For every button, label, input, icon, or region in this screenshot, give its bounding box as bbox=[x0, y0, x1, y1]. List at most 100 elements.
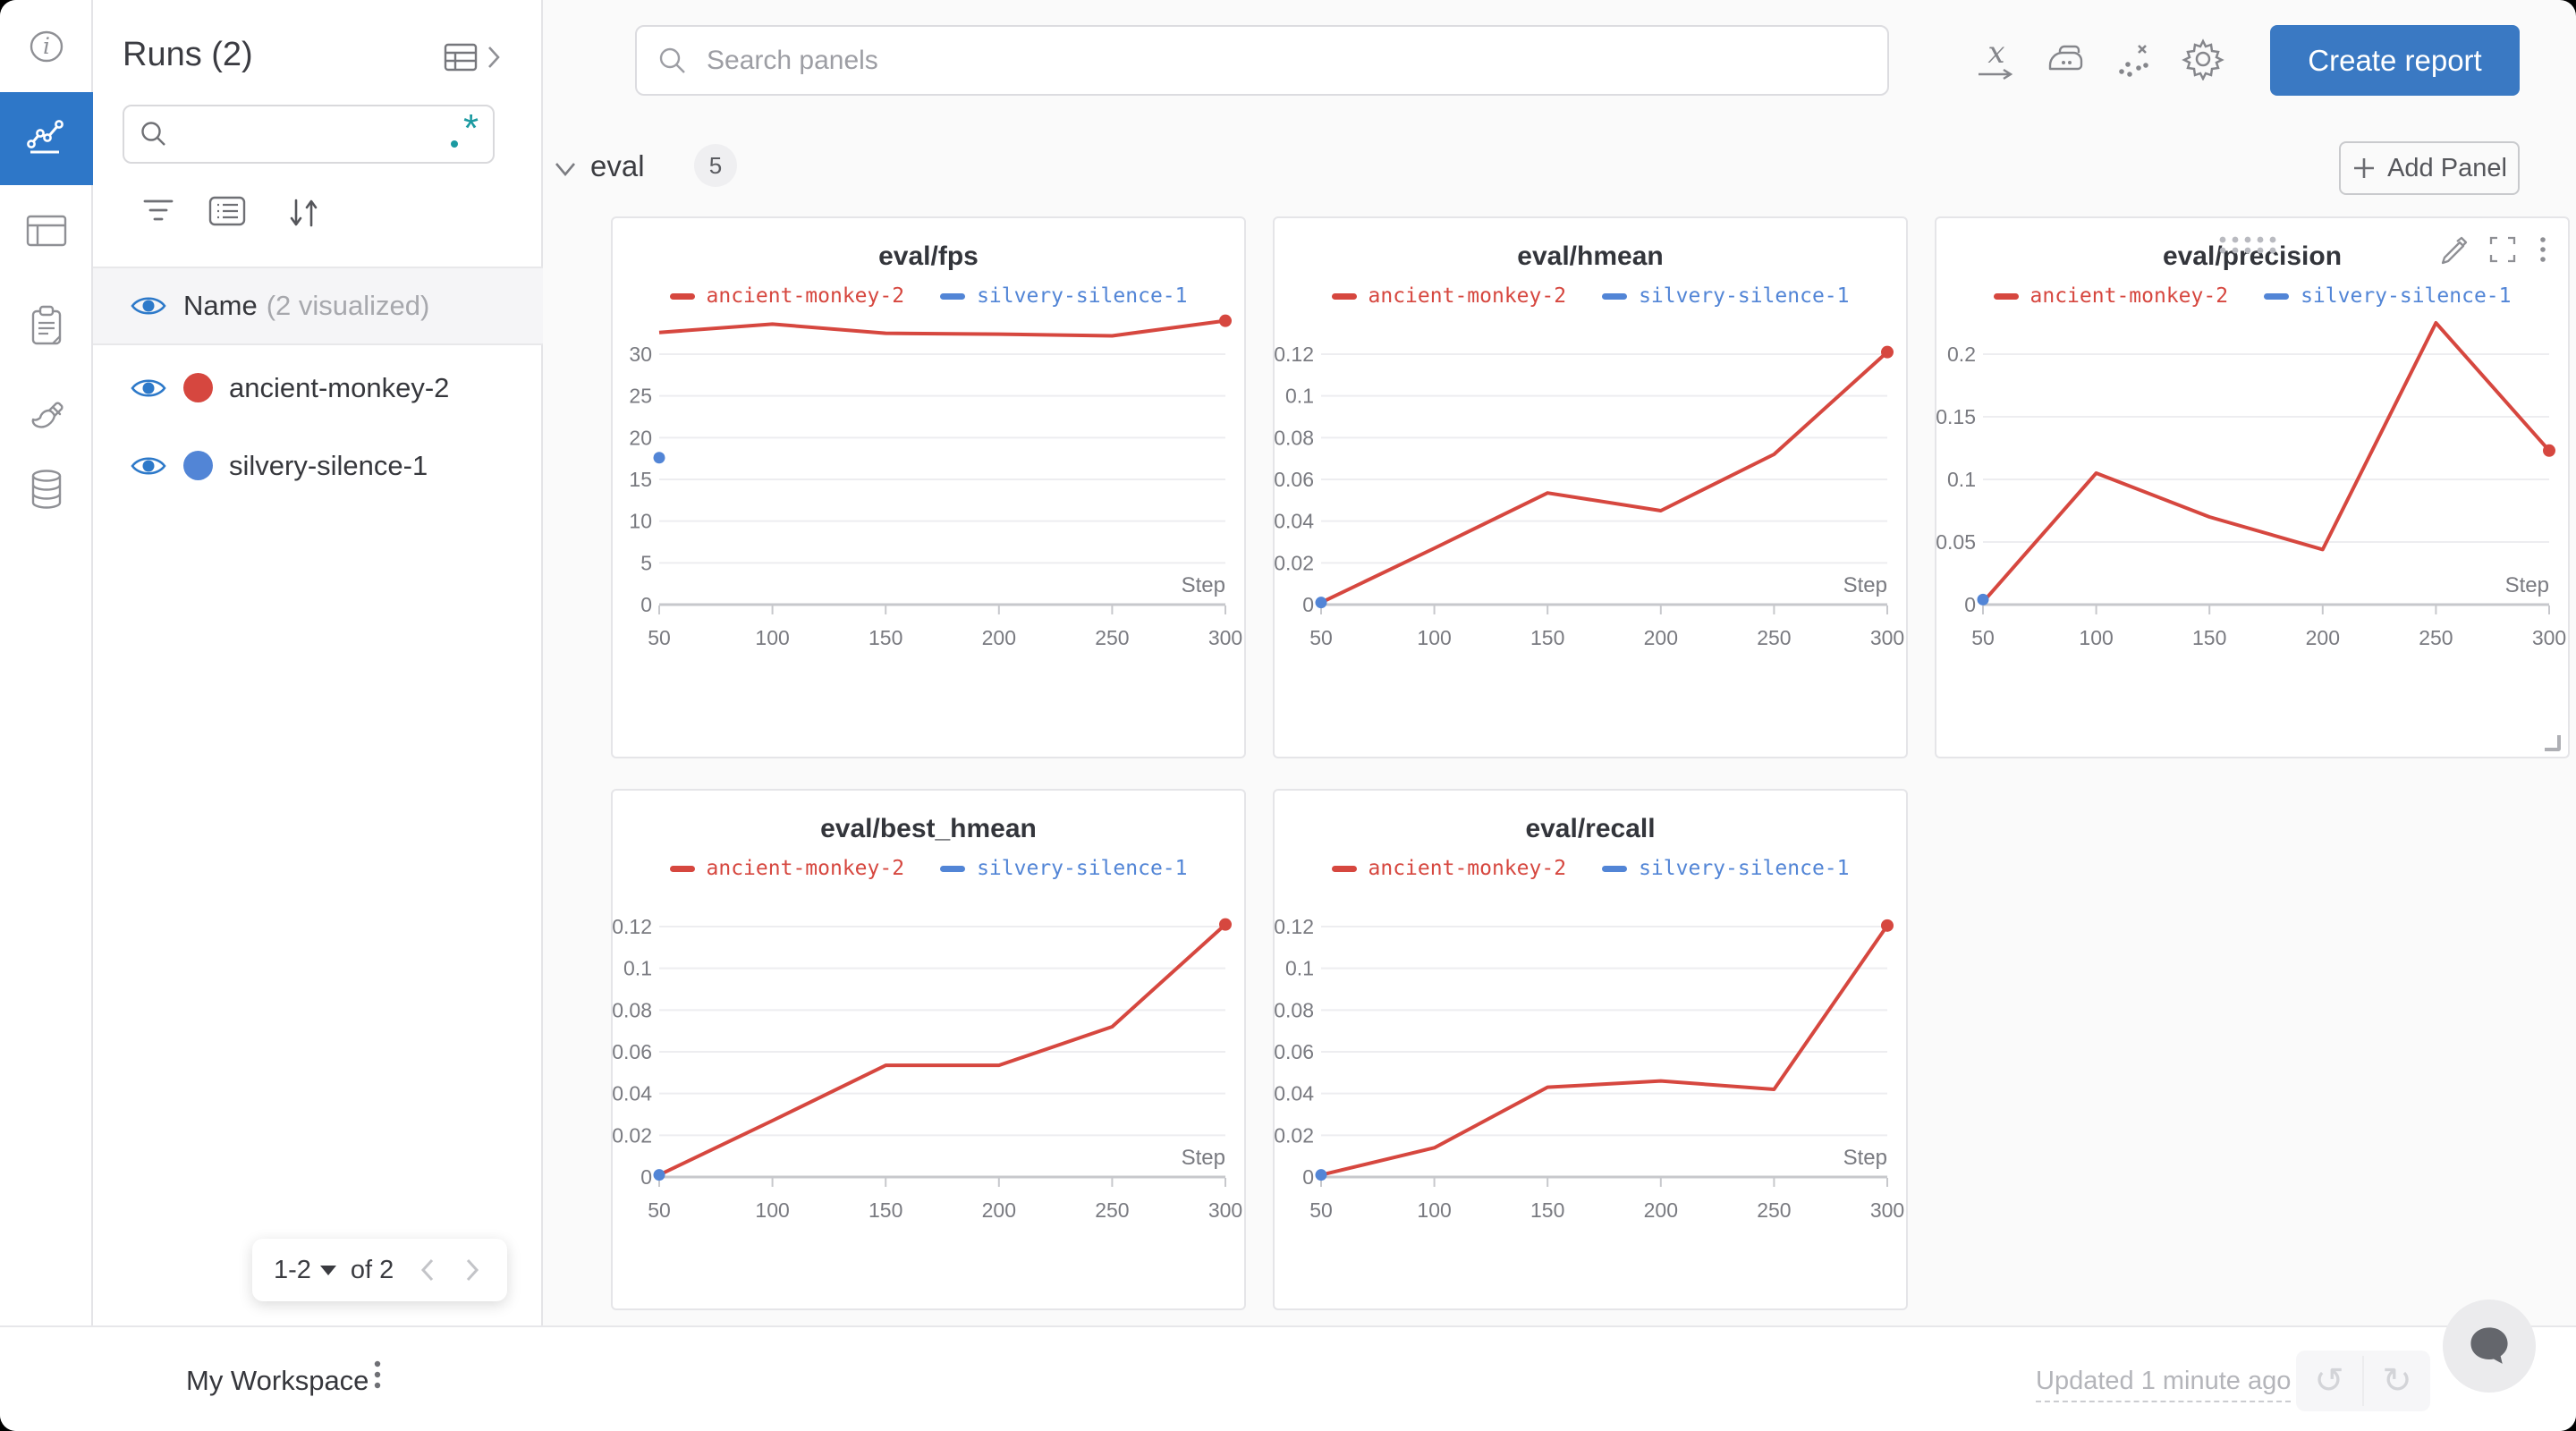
settings-button[interactable] bbox=[2180, 36, 2226, 82]
database-icon bbox=[31, 470, 62, 509]
divider bbox=[2362, 1356, 2364, 1406]
redo-button[interactable]: ↻ bbox=[2382, 1361, 2412, 1401]
expand-runs-chevron-icon[interactable] bbox=[486, 44, 502, 71]
chart-panel-eval-fps[interactable]: eval/fps ancient-monkey-2 silvery-silenc… bbox=[611, 216, 1246, 758]
chart-title: eval/recall bbox=[1525, 814, 1656, 843]
line-chart[interactable]: 0 5 10 15 20 25 30 50 100 150 200 250 300 Step bbox=[613, 309, 1244, 649]
legend-swatch bbox=[1993, 292, 2019, 300]
chart-panel-eval-recall[interactable]: eval/recall ancient-monkey-2 silvery-sil… bbox=[1273, 789, 1908, 1310]
svg-text:0: 0 bbox=[1302, 1165, 1314, 1189]
legend-entry: ancient-monkey-2 bbox=[1331, 857, 1567, 880]
nav-table[interactable] bbox=[0, 184, 93, 277]
create-report-button[interactable]: Create report bbox=[2270, 25, 2520, 96]
next-page-icon[interactable] bbox=[462, 1256, 483, 1284]
svg-text:0.06: 0.06 bbox=[613, 1040, 652, 1063]
filter-icon[interactable] bbox=[140, 193, 176, 229]
x-axis-settings-button[interactable]: x bbox=[1973, 36, 2020, 82]
collapse-section-chevron-icon[interactable] bbox=[551, 160, 580, 180]
chart-title: eval/precision bbox=[2162, 241, 2343, 271]
updated-status[interactable]: Updated 1 minute ago bbox=[2036, 1367, 2292, 1402]
eye-icon[interactable] bbox=[130, 375, 167, 402]
run-name: silvery-silence-1 bbox=[229, 449, 428, 481]
clipboard-icon bbox=[31, 305, 62, 345]
svg-text:50: 50 bbox=[1309, 626, 1333, 649]
eye-icon[interactable] bbox=[130, 292, 167, 319]
nav-artifacts[interactable] bbox=[0, 443, 93, 536]
undo-redo-group: ↺ ↻ bbox=[2296, 1351, 2430, 1411]
svg-text:0.05: 0.05 bbox=[1936, 530, 1976, 554]
svg-text:200: 200 bbox=[982, 1198, 1016, 1222]
panel-resize-handle[interactable] bbox=[2545, 735, 2561, 751]
svg-text:15: 15 bbox=[629, 468, 652, 491]
svg-text:i: i bbox=[43, 33, 50, 59]
add-panel-label: Add Panel bbox=[2387, 153, 2507, 182]
drag-handle-icon[interactable] bbox=[2198, 233, 2305, 258]
legend-swatch bbox=[940, 865, 966, 872]
line-chart[interactable]: 0 0.02 0.04 0.06 0.08 0.1 0.12 50 100 150 200 250 30… bbox=[613, 882, 1244, 1222]
legend-label: silvery-silence-1 bbox=[1639, 284, 1850, 308]
page-size-caret-icon[interactable] bbox=[319, 1265, 336, 1275]
run-row-silvery-silence-1[interactable]: silvery-silence-1 bbox=[93, 427, 543, 504]
svg-text:0.08: 0.08 bbox=[1275, 426, 1314, 449]
chart-panel-eval-precision[interactable]: eval/precision ancient-monkey-2 silvery-… bbox=[1935, 216, 2570, 758]
svg-text:0: 0 bbox=[640, 593, 652, 616]
legend-entry: ancient-monkey-2 bbox=[669, 284, 904, 308]
regex-icon[interactable]: * bbox=[445, 114, 484, 154]
help-chat-button[interactable] bbox=[2443, 1300, 2536, 1393]
undo-button[interactable]: ↺ bbox=[2314, 1361, 2344, 1401]
prev-page-icon[interactable] bbox=[417, 1256, 438, 1284]
legend-swatch bbox=[1602, 292, 1628, 300]
runs-name-column-header[interactable]: Name (2 visualized) bbox=[93, 267, 543, 345]
panel-kebab-icon[interactable] bbox=[2538, 234, 2548, 265]
edit-panel-pencil-icon[interactable] bbox=[2437, 234, 2468, 265]
legend-swatch bbox=[940, 292, 966, 300]
legend-label: ancient-monkey-2 bbox=[1368, 284, 1567, 308]
nav-rail: i bbox=[0, 0, 93, 1325]
outliers-button[interactable] bbox=[2111, 36, 2157, 82]
add-panel-button[interactable]: Add Panel bbox=[2339, 141, 2520, 195]
legend-entry: silvery-silence-1 bbox=[940, 284, 1187, 308]
runs-title: Runs (2) bbox=[123, 36, 253, 73]
chart-legend: ancient-monkey-2 silvery-silence-1 bbox=[613, 283, 1244, 309]
columns-list-icon[interactable] bbox=[208, 193, 247, 229]
panel-search-box[interactable] bbox=[635, 25, 1889, 96]
smoothing-button[interactable] bbox=[2042, 36, 2089, 82]
legend-label: ancient-monkey-2 bbox=[1368, 857, 1567, 880]
svg-text:0.02: 0.02 bbox=[1275, 1123, 1314, 1147]
runs-table-icon[interactable] bbox=[443, 41, 479, 73]
chart-panel-eval-hmean[interactable]: eval/hmean ancient-monkey-2 silvery-sile… bbox=[1273, 216, 1908, 758]
page-range[interactable]: 1-2 bbox=[274, 1255, 311, 1284]
line-chart-icon bbox=[27, 120, 64, 154]
run-search-input[interactable] bbox=[169, 119, 445, 149]
chart-panel-eval-best-hmean[interactable]: eval/best_hmean ancient-monkey-2 silvery… bbox=[611, 789, 1246, 1310]
brush-icon bbox=[31, 402, 64, 428]
svg-text:0.1: 0.1 bbox=[1947, 468, 1976, 491]
svg-text:50: 50 bbox=[1971, 626, 1995, 649]
eye-icon[interactable] bbox=[130, 453, 167, 479]
section-title[interactable]: eval bbox=[590, 149, 645, 182]
run-search-box[interactable]: * bbox=[123, 105, 495, 164]
gear-icon bbox=[2182, 38, 2224, 80]
run-color-dot bbox=[183, 373, 213, 402]
panel-search-input[interactable] bbox=[705, 44, 1887, 77]
workspace-name[interactable]: My Workspace bbox=[186, 1365, 369, 1396]
workspace-kebab-icon[interactable] bbox=[372, 1358, 383, 1393]
chart-legend: ancient-monkey-2 silvery-silence-1 bbox=[1275, 855, 1906, 882]
fullscreen-icon[interactable] bbox=[2487, 234, 2518, 265]
legend-label: silvery-silence-1 bbox=[1639, 857, 1850, 880]
section-header: eval 5 Add Panel bbox=[544, 139, 2576, 201]
chart-legend: ancient-monkey-2 silvery-silence-1 bbox=[1275, 283, 1906, 309]
search-icon bbox=[141, 122, 165, 146]
svg-text:0.06: 0.06 bbox=[1275, 468, 1314, 491]
nav-workspace-charts[interactable] bbox=[0, 92, 93, 185]
sort-icon[interactable] bbox=[284, 193, 324, 233]
legend-entry: silvery-silence-1 bbox=[1602, 284, 1849, 308]
line-chart[interactable]: 0 0.02 0.04 0.06 0.08 0.1 0.12 50 100 150 200 250 30… bbox=[1275, 309, 1906, 649]
nav-sweeps[interactable] bbox=[0, 372, 93, 465]
run-row-ancient-monkey-2[interactable]: ancient-monkey-2 bbox=[93, 349, 543, 427]
nav-logs[interactable] bbox=[0, 279, 93, 372]
line-chart[interactable]: 0 0.02 0.04 0.06 0.08 0.1 0.12 50 100 150 200 250 30… bbox=[1275, 882, 1906, 1222]
line-chart[interactable]: 0 0.05 0.1 0.15 0.2 50 100 150 200 250 300 Step bbox=[1936, 309, 2568, 649]
nav-info[interactable]: i bbox=[0, 0, 93, 93]
svg-text:0.08: 0.08 bbox=[1275, 998, 1314, 1021]
